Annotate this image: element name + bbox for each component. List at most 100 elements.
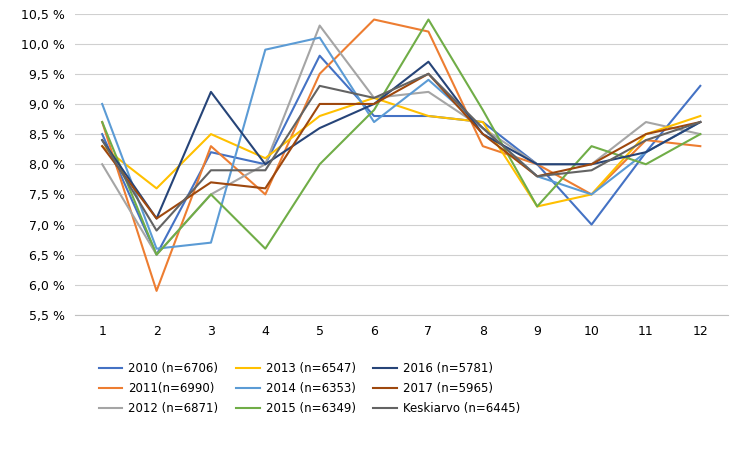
2014 (n=6353) <box>696 119 705 125</box>
2013 (n=6547) <box>532 204 542 209</box>
2017 (n=5965) <box>370 101 379 107</box>
2015 (n=6349) <box>152 252 161 257</box>
2016 (n=5781) <box>641 149 650 155</box>
2010 (n=6706) <box>370 113 379 119</box>
2011(n=6990) <box>315 71 324 76</box>
Line: 2017 (n=5965): 2017 (n=5965) <box>102 74 700 219</box>
2012 (n=6871) <box>315 23 324 28</box>
2016 (n=5781) <box>98 137 106 143</box>
2012 (n=6871) <box>98 162 106 167</box>
2015 (n=6349) <box>641 162 650 167</box>
2011(n=6990) <box>261 192 270 197</box>
2011(n=6990) <box>370 17 379 22</box>
2011(n=6990) <box>587 192 596 197</box>
Keskiarvo (n=6445) <box>641 137 650 143</box>
2017 (n=5965) <box>152 216 161 221</box>
2016 (n=5781) <box>478 131 488 137</box>
2012 (n=6871) <box>696 131 705 137</box>
2014 (n=6353) <box>315 35 324 40</box>
2010 (n=6706) <box>587 222 596 227</box>
2016 (n=5781) <box>206 89 215 94</box>
2016 (n=5781) <box>696 119 705 125</box>
2013 (n=6547) <box>315 113 324 119</box>
2014 (n=6353) <box>641 149 650 155</box>
2014 (n=6353) <box>424 77 433 82</box>
2011(n=6990) <box>152 288 161 293</box>
2013 (n=6547) <box>261 156 270 161</box>
Line: 2012 (n=6871): 2012 (n=6871) <box>102 26 700 255</box>
2015 (n=6349) <box>98 119 106 125</box>
Line: 2011(n=6990): 2011(n=6990) <box>102 19 700 291</box>
2010 (n=6706) <box>98 131 106 137</box>
2017 (n=5965) <box>478 131 488 137</box>
2016 (n=5781) <box>261 162 270 167</box>
2012 (n=6871) <box>532 162 542 167</box>
2015 (n=6349) <box>261 246 270 252</box>
Line: 2010 (n=6706): 2010 (n=6706) <box>102 56 700 255</box>
2012 (n=6871) <box>152 252 161 257</box>
2010 (n=6706) <box>206 149 215 155</box>
2010 (n=6706) <box>532 162 542 167</box>
2010 (n=6706) <box>152 252 161 257</box>
Keskiarvo (n=6445) <box>315 83 324 89</box>
2017 (n=5965) <box>587 162 596 167</box>
2010 (n=6706) <box>641 149 650 155</box>
Keskiarvo (n=6445) <box>370 95 379 101</box>
2011(n=6990) <box>478 144 488 149</box>
2015 (n=6349) <box>696 131 705 137</box>
2016 (n=5781) <box>532 162 542 167</box>
Keskiarvo (n=6445) <box>696 119 705 125</box>
2012 (n=6871) <box>370 95 379 101</box>
Line: 2013 (n=6547): 2013 (n=6547) <box>102 98 700 207</box>
2017 (n=5965) <box>261 186 270 191</box>
Line: 2016 (n=5781): 2016 (n=5781) <box>102 62 700 219</box>
2017 (n=5965) <box>641 131 650 137</box>
2010 (n=6706) <box>696 83 705 89</box>
2012 (n=6871) <box>641 119 650 125</box>
2017 (n=5965) <box>206 180 215 185</box>
2012 (n=6871) <box>478 126 488 131</box>
2015 (n=6349) <box>206 192 215 197</box>
2017 (n=5965) <box>315 101 324 107</box>
Keskiarvo (n=6445) <box>261 167 270 173</box>
2012 (n=6871) <box>206 192 215 197</box>
2011(n=6990) <box>532 162 542 167</box>
2013 (n=6547) <box>478 119 488 125</box>
2013 (n=6547) <box>641 131 650 137</box>
2011(n=6990) <box>696 144 705 149</box>
2013 (n=6547) <box>152 186 161 191</box>
2016 (n=5781) <box>587 162 596 167</box>
2013 (n=6547) <box>370 95 379 101</box>
2014 (n=6353) <box>587 192 596 197</box>
2016 (n=5781) <box>315 126 324 131</box>
Legend: 2010 (n=6706), 2011(n=6990), 2012 (n=6871), 2013 (n=6547), 2014 (n=6353), 2015 (: 2010 (n=6706), 2011(n=6990), 2012 (n=687… <box>94 357 525 420</box>
2014 (n=6353) <box>206 240 215 245</box>
2010 (n=6706) <box>315 53 324 58</box>
Keskiarvo (n=6445) <box>478 126 488 131</box>
2014 (n=6353) <box>261 47 270 52</box>
2011(n=6990) <box>641 137 650 143</box>
2017 (n=5965) <box>98 144 106 149</box>
Keskiarvo (n=6445) <box>587 167 596 173</box>
2013 (n=6547) <box>206 131 215 137</box>
2014 (n=6353) <box>370 119 379 125</box>
2015 (n=6349) <box>370 107 379 112</box>
2011(n=6990) <box>98 119 106 125</box>
2013 (n=6547) <box>98 144 106 149</box>
2011(n=6990) <box>206 144 215 149</box>
2013 (n=6547) <box>696 113 705 119</box>
2010 (n=6706) <box>261 162 270 167</box>
Line: 2014 (n=6353): 2014 (n=6353) <box>102 38 700 249</box>
Keskiarvo (n=6445) <box>532 174 542 179</box>
Keskiarvo (n=6445) <box>152 228 161 233</box>
2015 (n=6349) <box>532 204 542 209</box>
2013 (n=6547) <box>424 113 433 119</box>
2015 (n=6349) <box>424 17 433 22</box>
2017 (n=5965) <box>696 119 705 125</box>
Line: Keskiarvo (n=6445): Keskiarvo (n=6445) <box>102 74 700 230</box>
2016 (n=5781) <box>424 59 433 64</box>
2016 (n=5781) <box>152 216 161 221</box>
Line: 2015 (n=6349): 2015 (n=6349) <box>102 19 700 255</box>
Keskiarvo (n=6445) <box>98 137 106 143</box>
Keskiarvo (n=6445) <box>424 71 433 76</box>
